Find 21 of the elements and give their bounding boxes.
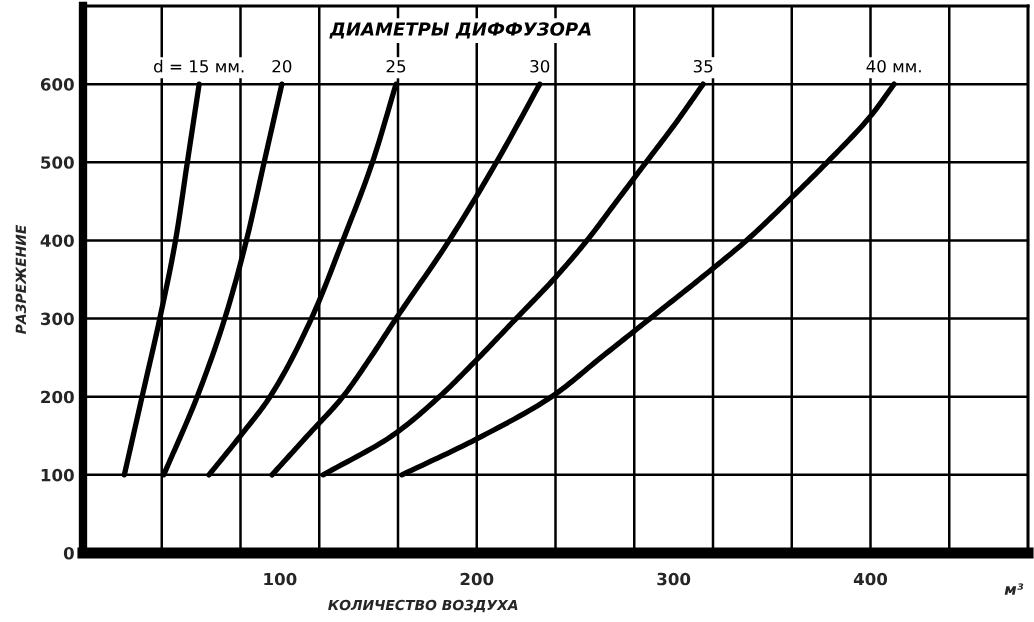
y-tick-label: 400 [40,234,74,247]
y-tick-label: 0 [63,546,74,560]
text: м³ [1004,583,1024,595]
y-tick-label: 300 [40,312,74,326]
series-label: 40 мм. [866,59,921,73]
x-tick-label: 200 [460,572,494,586]
series-label: 30 [530,59,550,73]
series-label: d = 15 мм. [154,59,244,73]
series-label: 25 [386,59,406,73]
x-tick-label: 100 [264,572,297,586]
text: ДИАМЕТРЫ ДИФФУЗОРА [329,22,591,39]
y-tick-label: 500 [41,156,74,169]
x-tick-label: 300 [657,572,691,586]
x-tick-label: 400 [853,572,888,586]
series-label: 35 [693,59,713,73]
y-axis-title: РАЗРЕЖЕНИЕ [15,224,27,335]
series-label: 20 [272,59,292,73]
x-axis-title: КОЛИЧЕСТВО ВОЗДУХА [328,599,518,613]
y-tick-label: 600 [40,78,74,91]
y-tick-label: 200 [41,390,74,404]
y-tick-label: 100 [41,468,74,482]
